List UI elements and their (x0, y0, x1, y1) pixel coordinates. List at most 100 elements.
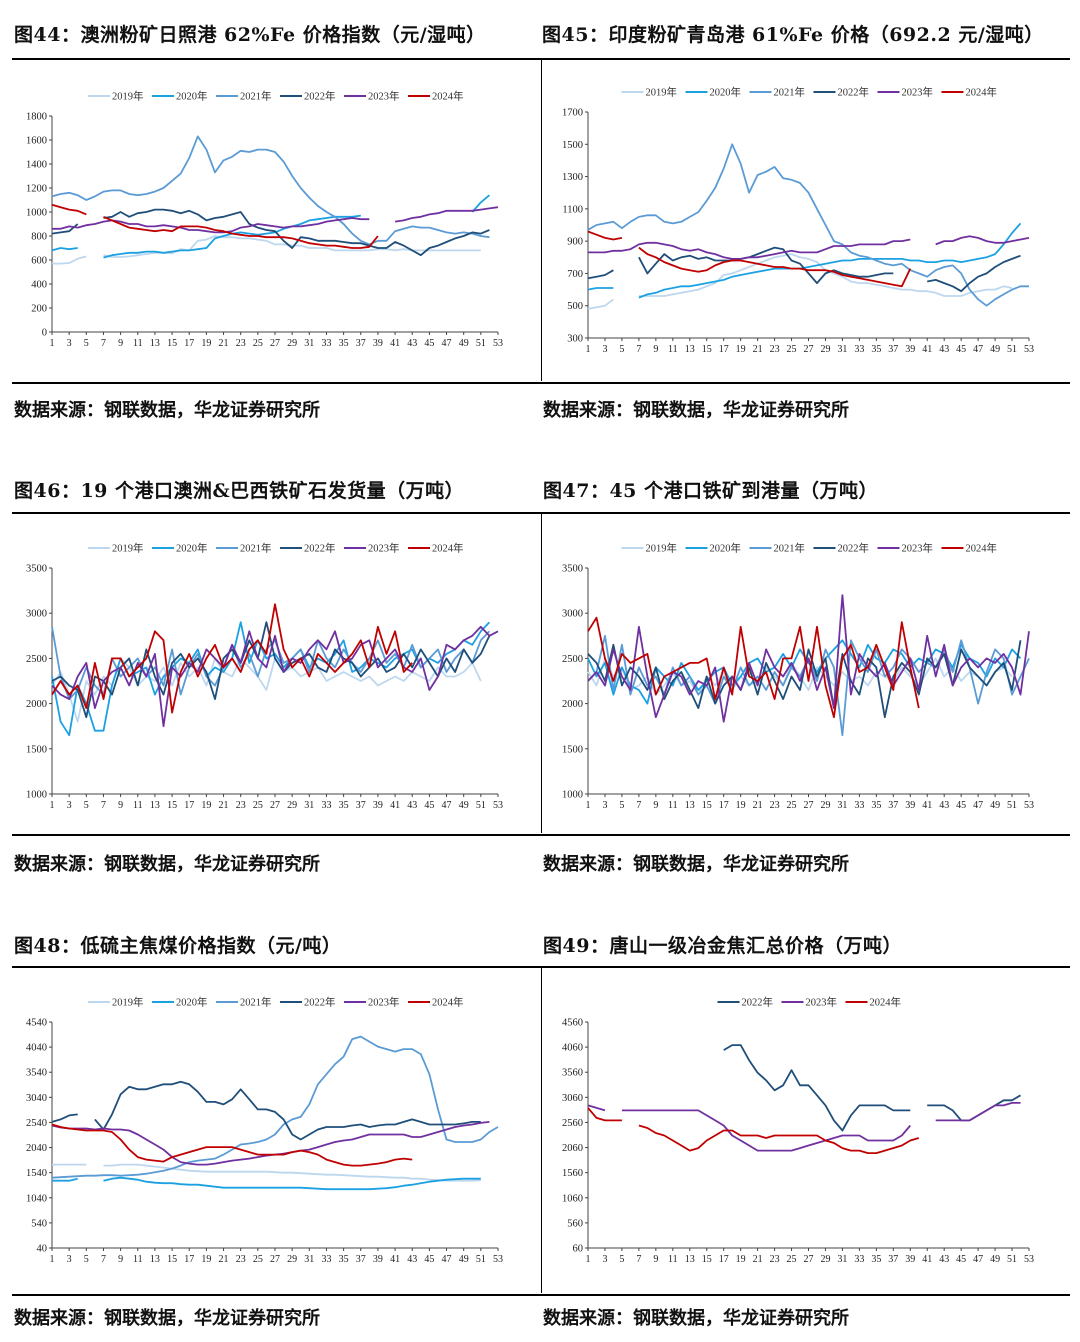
x-tick-label: 27 (804, 344, 814, 355)
x-tick-label: 47 (442, 1254, 452, 1265)
y-tick-label: 1300 (562, 172, 583, 183)
y-tick-label: 4540 (26, 1018, 47, 1029)
x-tick-label: 25 (253, 338, 263, 349)
x-tick-label: 41 (922, 800, 932, 811)
y-tick-label: 900 (567, 237, 583, 248)
x-tick-label: 23 (236, 338, 246, 349)
x-tick-label: 1 (586, 800, 591, 811)
x-tick-label: 25 (787, 344, 797, 355)
x-tick-label: 7 (101, 800, 106, 811)
series-line (52, 206, 499, 234)
y-tick-label: 800 (31, 232, 47, 243)
series-line (587, 246, 1021, 293)
x-tick-label: 45 (956, 344, 966, 355)
x-tick-label: 5 (84, 338, 89, 349)
y-tick-label: 3540 (26, 1068, 47, 1079)
series-line (51, 203, 379, 249)
y-tick-label: 3040 (26, 1093, 47, 1104)
legend-label: 2022年 (742, 996, 774, 1009)
series-line (51, 657, 482, 723)
legend-label: 2021年 (240, 90, 272, 103)
x-tick-label: 33 (321, 1254, 331, 1265)
x-tick-label: 19 (736, 1254, 746, 1265)
x-tick-label: 3 (67, 338, 72, 349)
chart-source: 数据来源：钢联数据，华龙证券研究所 (543, 1308, 849, 1329)
x-tick-label: 47 (973, 344, 983, 355)
x-tick-label: 19 (201, 338, 211, 349)
x-tick-label: 21 (753, 800, 763, 811)
x-tick-label: 27 (270, 800, 280, 811)
x-tick-label: 19 (736, 344, 746, 355)
x-tick-label: 31 (304, 338, 314, 349)
legend-label: 2023年 (368, 90, 400, 103)
legend-label: 2020年 (176, 542, 208, 555)
series-line (587, 594, 1030, 723)
x-tick-label: 35 (339, 800, 349, 811)
x-tick-label: 33 (854, 344, 864, 355)
x-tick-label: 49 (990, 344, 1000, 355)
chart-title: 图45：印度粉矿青岛港 61%Fe 价格（692.2 元/湿吨） (542, 24, 1044, 46)
legend-label: 2022年 (304, 90, 336, 103)
legend-label: 2020年 (176, 90, 208, 103)
x-tick-label: 39 (373, 1254, 383, 1265)
x-tick-label: 9 (653, 1254, 658, 1265)
y-tick-label: 540 (31, 1218, 47, 1229)
x-tick-label: 49 (990, 1254, 1000, 1265)
x-tick-label: 5 (84, 1254, 89, 1265)
x-tick-label: 39 (373, 800, 383, 811)
x-tick-label: 51 (476, 338, 486, 349)
x-tick-label: 51 (1007, 1254, 1017, 1265)
x-tick-label: 15 (167, 800, 177, 811)
x-tick-label: 7 (101, 338, 106, 349)
y-tick-label: 4060 (562, 1043, 583, 1054)
x-tick-label: 45 (424, 800, 434, 811)
x-tick-label: 13 (150, 800, 160, 811)
x-tick-label: 21 (753, 1254, 763, 1265)
y-tick-label: 1000 (26, 790, 47, 801)
x-tick-label: 37 (888, 800, 898, 811)
x-tick-label: 7 (636, 1254, 641, 1265)
x-tick-label: 31 (837, 1254, 847, 1265)
legend-label: 2023年 (368, 542, 400, 555)
x-tick-label: 9 (653, 344, 658, 355)
x-tick-label: 37 (356, 800, 366, 811)
y-tick-label: 1060 (562, 1193, 583, 1204)
y-tick-label: 560 (567, 1218, 583, 1229)
x-tick-label: 7 (636, 800, 641, 811)
y-tick-label: 1600 (26, 136, 47, 147)
x-tick-label: 51 (1007, 344, 1017, 355)
legend-label: 2023年 (806, 996, 838, 1009)
series-line (51, 625, 499, 728)
y-tick-label: 500 (567, 301, 583, 312)
y-tick-label: 1540 (26, 1168, 47, 1179)
x-tick-label: 11 (133, 800, 143, 811)
legend-label: 2022年 (838, 542, 870, 555)
x-tick-label: 11 (133, 338, 143, 349)
x-tick-label: 19 (201, 800, 211, 811)
x-tick-label: 43 (939, 1254, 949, 1265)
y-tick-label: 2040 (26, 1143, 47, 1154)
legend-label: 2024年 (870, 996, 902, 1009)
series-line (51, 626, 491, 700)
series-line (588, 235, 1030, 260)
y-tick-label: 3000 (26, 609, 47, 620)
x-tick-label: 3 (67, 1254, 72, 1265)
x-tick-label: 25 (787, 800, 797, 811)
x-tick-label: 43 (407, 1254, 417, 1265)
x-tick-label: 33 (321, 800, 331, 811)
legend-label: 2020年 (176, 996, 208, 1009)
y-tick-label: 40 (37, 1244, 48, 1255)
series-line (51, 1080, 481, 1141)
chart-title: 图46：19 个港口澳洲&巴西铁矿石发货量（万吨） (14, 480, 465, 502)
y-tick-label: 1000 (562, 790, 583, 801)
series-line (587, 1102, 1021, 1152)
x-tick-label: 35 (339, 1254, 349, 1265)
legend-label: 2021年 (240, 542, 272, 555)
legend-label: 2020年 (710, 86, 742, 99)
x-tick-label: 25 (253, 1254, 263, 1265)
x-tick-label: 15 (167, 338, 177, 349)
legend-label: 2024年 (966, 542, 998, 555)
divider (541, 513, 542, 833)
legend-label: 2019年 (112, 90, 144, 103)
